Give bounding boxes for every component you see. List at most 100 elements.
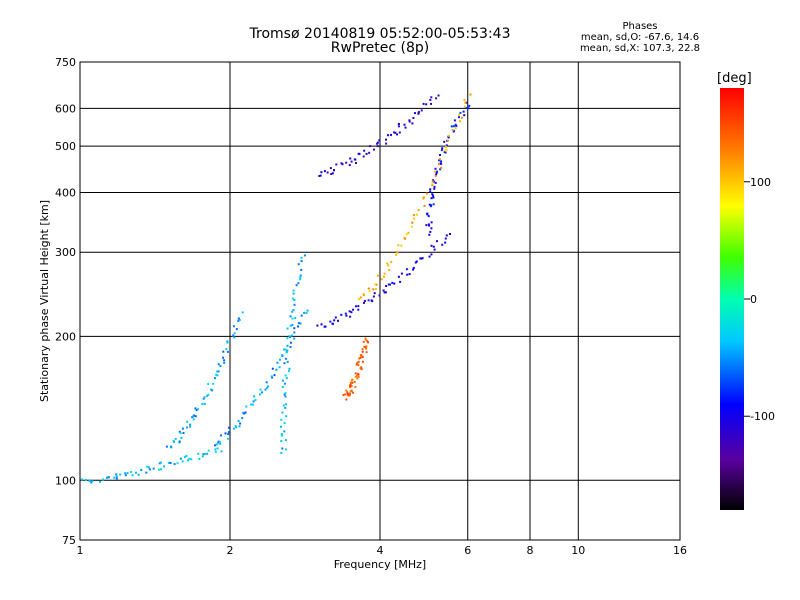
data-point — [404, 126, 407, 129]
data-point — [217, 440, 220, 443]
data-point — [374, 283, 377, 286]
data-point — [184, 456, 186, 458]
data-point — [350, 311, 353, 314]
data-point — [423, 204, 426, 207]
data-point — [266, 387, 268, 389]
data-point — [383, 272, 386, 275]
data-point — [185, 454, 188, 457]
x-tick-label: 16 — [673, 544, 687, 557]
data-point — [412, 117, 415, 119]
y-tick-label: 75 — [62, 534, 76, 547]
data-point — [235, 426, 238, 429]
data-point — [227, 426, 230, 429]
data-point — [428, 255, 431, 258]
data-point — [449, 233, 451, 235]
data-point — [259, 393, 261, 396]
data-point — [291, 310, 294, 313]
data-point — [194, 415, 197, 418]
y-axis-label: Stationary phase Virtual Height [km] — [38, 200, 51, 402]
data-point — [283, 393, 286, 396]
data-point — [436, 240, 438, 243]
data-point — [297, 322, 300, 325]
data-point — [259, 388, 262, 391]
data-point — [437, 94, 440, 97]
data-point — [195, 409, 198, 411]
data-point — [281, 411, 284, 414]
data-point — [300, 259, 303, 262]
data-point — [430, 197, 433, 200]
data-point — [386, 262, 389, 265]
x-tick-label: 10 — [571, 544, 585, 557]
data-point — [303, 254, 306, 257]
data-point — [191, 416, 194, 419]
data-point — [113, 476, 116, 479]
data-point — [217, 363, 220, 366]
data-point — [293, 337, 296, 340]
data-point — [429, 230, 432, 233]
legend-title: Phases — [622, 21, 658, 32]
data-point — [226, 341, 229, 344]
data-point — [363, 299, 366, 302]
data-point — [288, 370, 290, 373]
data-point — [192, 415, 195, 418]
data-point — [431, 194, 434, 197]
data-point — [411, 221, 414, 224]
data-point — [358, 152, 361, 155]
data-point — [227, 431, 230, 434]
data-point — [422, 197, 425, 200]
data-point — [216, 447, 219, 450]
data-point — [290, 341, 292, 344]
data-point — [349, 157, 352, 160]
data-point — [430, 204, 433, 207]
data-point — [323, 170, 326, 173]
data-point — [430, 244, 433, 247]
data-point — [157, 468, 160, 471]
data-point — [385, 138, 387, 141]
data-point — [345, 314, 348, 317]
data-point — [145, 471, 148, 474]
data-point — [413, 217, 415, 220]
data-point — [288, 367, 291, 370]
data-point — [349, 390, 352, 393]
data-point — [194, 407, 197, 410]
data-point — [281, 434, 284, 437]
data-point — [178, 440, 181, 443]
data-point — [337, 319, 339, 322]
data-point — [390, 133, 392, 136]
x-tick-label: 6 — [464, 544, 471, 557]
data-point — [242, 411, 245, 414]
data-point — [462, 110, 465, 113]
data-point — [226, 350, 229, 353]
data-point — [430, 221, 433, 224]
data-point — [286, 360, 289, 363]
data-point — [292, 292, 295, 295]
data-point — [293, 331, 296, 334]
data-point — [458, 116, 460, 119]
x-tick-label: 2 — [227, 544, 234, 557]
data-point — [270, 375, 273, 378]
data-point — [238, 319, 241, 321]
data-point — [126, 472, 129, 475]
data-point — [433, 180, 435, 183]
data-point — [407, 231, 410, 234]
data-point — [430, 253, 433, 256]
data-point — [432, 179, 435, 182]
data-point — [197, 408, 199, 411]
data-point — [214, 444, 217, 447]
data-point — [284, 382, 286, 385]
data-point — [368, 290, 371, 293]
data-point — [280, 452, 283, 454]
data-point — [275, 368, 278, 371]
data-point — [124, 474, 127, 477]
data-point — [435, 172, 438, 175]
data-point — [329, 167, 332, 170]
data-point — [354, 375, 357, 378]
data-point — [179, 432, 182, 435]
data-point — [217, 370, 220, 373]
data-point — [344, 312, 347, 315]
data-point — [233, 336, 236, 339]
data-point — [318, 175, 321, 177]
data-point — [160, 468, 162, 471]
data-point — [280, 418, 283, 421]
